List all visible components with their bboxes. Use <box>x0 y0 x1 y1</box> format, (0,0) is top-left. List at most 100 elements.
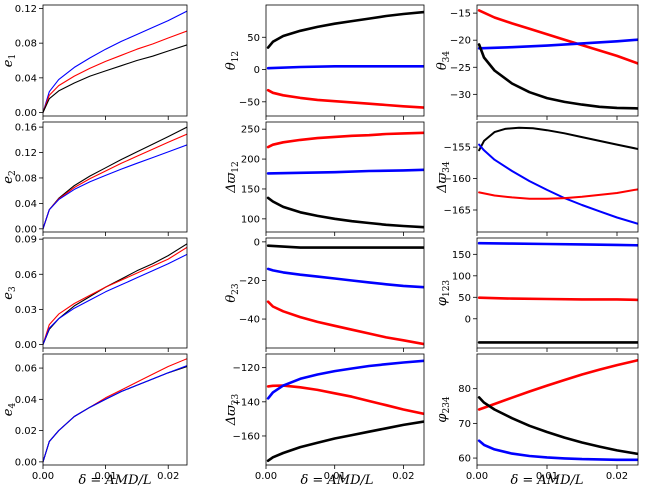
y-axis-label-sub-e3: 3 <box>8 286 18 292</box>
y-axis-label-e1: e1 <box>1 54 18 67</box>
y-tick-label-phi234-0: 60 <box>458 454 471 465</box>
y-axis-label-theta12: θ12 <box>224 51 241 70</box>
axes-frame-theta12 <box>265 4 425 117</box>
panel-phi123: 0 50 100 150 φ123 <box>435 237 639 352</box>
panel-theta23: −40 −20 0 θ23 <box>224 237 425 352</box>
series-group-dvarpi34 <box>478 126 638 225</box>
series-line-e3-1 <box>43 243 187 346</box>
series-group-dvarpi12 <box>266 131 424 229</box>
series-line-phi123-1 <box>477 241 638 247</box>
y-tick-label-dvarpi34-0: −165 <box>444 206 471 217</box>
y-tick-label-theta23-2: 0 <box>254 237 260 248</box>
series-line-theta34-1 <box>477 9 638 65</box>
y-tick-label-theta23-0: −40 <box>239 315 260 326</box>
series-group-e2 <box>43 126 187 230</box>
y-axis-label-sub-theta34: 34 <box>442 51 452 63</box>
x-tick-label-dvarpi23-0: 0.00 <box>255 471 277 482</box>
axes-frame-e3 <box>42 237 188 349</box>
axes-frame-e2 <box>42 121 188 233</box>
x-tick-label-phi234-1: 0.01 <box>536 471 558 482</box>
y-tick-label-theta12-0: −50 <box>239 97 260 108</box>
y-tick-label-e4-3: 0.06 <box>15 364 37 375</box>
x-tick-label-phi234-0: 0.00 <box>466 471 488 482</box>
y-tick-label-e3-3: 0.09 <box>15 235 37 246</box>
series-line-phi123-2 <box>477 296 638 302</box>
y-tick-label-e1-3: 0.12 <box>15 4 37 15</box>
series-line-dvarpi23-3 <box>266 420 424 463</box>
series-line-theta12-2 <box>266 65 424 70</box>
series-line-dvarpi34-2 <box>478 143 638 225</box>
y-tick-label-dvarpi12-2: 200 <box>241 155 260 166</box>
series-line-phi234-2 <box>477 396 638 456</box>
series-group-theta12 <box>266 10 424 109</box>
series-line-e2-2 <box>43 133 187 230</box>
y-tick-label-e2-3: 0.12 <box>15 148 37 159</box>
y-tick-label-dvarpi23-0: −160 <box>233 431 260 442</box>
y-axis-label-base-e4: e <box>1 408 16 416</box>
y-axis-label-sub-e4: 4 <box>8 403 18 409</box>
axes-frame-phi123 <box>476 237 639 349</box>
panel-grid: 0.000.040.080.12e1−50050θ12−30−25−20−15θ… <box>1 4 639 482</box>
series-line-e2-3 <box>43 144 187 230</box>
y-tick-label-dvarpi34-1: −160 <box>444 174 471 185</box>
y-axis-label-dvarpi23: Δϖ23 <box>224 394 241 427</box>
y-axis-label-base-theta23: θ <box>224 295 239 303</box>
y-axis-label-phi234: φ234 <box>435 396 452 423</box>
y-axis-label-sub-dvarpi12: 12 <box>231 161 241 172</box>
y-tick-label-dvarpi34-2: −155 <box>444 143 471 154</box>
series-group-e4 <box>43 358 187 463</box>
series-line-dvarpi12-2 <box>266 168 424 175</box>
x-axis-label-col-1: δ = AMD/L <box>78 473 151 488</box>
series-line-dvarpi34-1 <box>478 126 638 152</box>
y-axis-label-sub-dvarpi34: 34 <box>442 161 452 173</box>
axes-frame-dvarpi12 <box>265 121 425 233</box>
axes-frame-dvarpi23 <box>265 353 425 466</box>
series-line-e1-2 <box>43 30 187 114</box>
y-axis-label-sub-phi234: 234 <box>442 396 452 413</box>
y-axis-label-base-dvarpi34: Δϖ <box>435 172 450 193</box>
y-axis-label-sub-e2: 2 <box>8 170 18 176</box>
y-tick-label-theta34-3: −15 <box>450 9 471 20</box>
series-group-dvarpi23 <box>266 359 424 463</box>
y-axis-label-phi123: φ123 <box>435 280 452 307</box>
series-line-e1-1 <box>43 10 187 114</box>
y-axis-label-base-e2: e <box>1 176 16 184</box>
panel-theta34: −30 −25 −20 −15 θ34 <box>435 4 639 120</box>
series-line-dvarpi12-3 <box>266 196 424 229</box>
panel-e1: 0.00 0.04 0.08 0.12 e1 <box>1 4 188 120</box>
panel-e4: 0.00 0.02 0.04 0.06 0.00 0.01 0.02 e4 <box>1 353 188 482</box>
x-axis-label-col-2: δ = AMD/L <box>300 473 373 488</box>
series-line-theta23-1 <box>266 244 424 249</box>
series-line-dvarpi34-3 <box>478 188 638 200</box>
y-tick-label-e2-1: 0.04 <box>15 199 37 210</box>
y-axis-label-dvarpi34: Δϖ34 <box>435 161 452 194</box>
y-tick-label-e2-2: 0.08 <box>15 173 37 184</box>
series-group-phi123 <box>477 241 638 344</box>
y-axis-label-sub-theta12: 12 <box>231 51 241 62</box>
y-tick-label-e4-0: 0.00 <box>15 457 37 468</box>
y-tick-label-dvarpi12-3: 250 <box>241 125 260 136</box>
y-axis-label-base-phi123: φ <box>435 296 450 306</box>
axes-frame-phi234 <box>476 353 639 466</box>
y-tick-label-dvarpi12-0: 100 <box>241 214 260 225</box>
y-tick-label-e1-1: 0.04 <box>15 73 37 84</box>
series-line-e3-2 <box>43 246 187 346</box>
series-line-dvarpi12-1 <box>266 131 424 149</box>
x-tick-label-dvarpi23-2: 0.02 <box>392 471 414 482</box>
axes-frame-theta23 <box>265 237 425 349</box>
y-tick-label-theta23-1: −20 <box>239 276 260 287</box>
y-tick-label-e2-0: 0.00 <box>15 224 37 235</box>
y-axis-label-base-theta12: θ <box>224 62 239 70</box>
y-tick-label-theta12-2: 50 <box>247 33 260 44</box>
x-tick-label-e4-2: 0.02 <box>157 471 179 482</box>
y-axis-label-theta23: θ23 <box>224 283 241 303</box>
series-line-dvarpi23-1 <box>266 384 424 416</box>
y-axis-label-e3: e3 <box>1 286 18 300</box>
y-axis-label-sub-e1: 1 <box>8 54 18 60</box>
y-axis-label-base-e1: e <box>1 59 16 67</box>
y-axis-label-base-theta34: θ <box>435 62 450 70</box>
y-axis-label-e2: e2 <box>1 170 18 183</box>
y-tick-label-e4-2: 0.04 <box>15 395 37 406</box>
panel-dvarpi12: 100 150 200 250 Δϖ12 <box>224 121 425 236</box>
